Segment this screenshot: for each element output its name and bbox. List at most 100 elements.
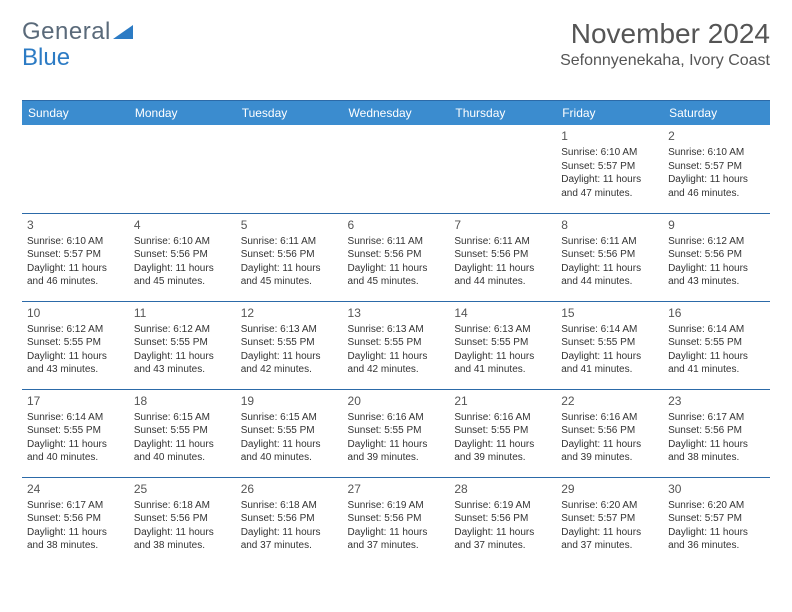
page-header: General November 2024 Sefonnyenekaha, Iv… [22,18,770,70]
day-detail-line: Daylight: 11 hours [241,262,338,276]
calendar-day-cell: 1Sunrise: 6:10 AMSunset: 5:57 PMDaylight… [556,125,663,213]
day-detail-line: Daylight: 11 hours [668,438,765,452]
day-detail-line: Sunrise: 6:17 AM [27,499,124,513]
day-number: 9 [668,217,765,233]
day-number: 28 [454,481,551,497]
day-number: 19 [241,393,338,409]
calendar-day-cell: 11Sunrise: 6:12 AMSunset: 5:55 PMDayligh… [129,301,236,389]
day-detail-line: and 40 minutes. [27,451,124,465]
day-detail-line: Sunset: 5:55 PM [348,336,445,350]
day-detail-line: Sunset: 5:55 PM [561,336,658,350]
day-detail-line: Sunrise: 6:15 AM [134,411,231,425]
day-detail-line: and 43 minutes. [668,275,765,289]
day-detail-line: and 39 minutes. [454,451,551,465]
day-number: 12 [241,305,338,321]
day-detail-line: Daylight: 11 hours [241,350,338,364]
calendar-day-cell: 18Sunrise: 6:15 AMSunset: 5:55 PMDayligh… [129,389,236,477]
day-number: 1 [561,128,658,144]
day-detail-line: Daylight: 11 hours [561,438,658,452]
calendar-day-cell: 14Sunrise: 6:13 AMSunset: 5:55 PMDayligh… [449,301,556,389]
day-detail-line: and 43 minutes. [27,363,124,377]
day-number: 18 [134,393,231,409]
day-detail-line: Sunrise: 6:15 AM [241,411,338,425]
weekday-header: Wednesday [343,101,450,126]
day-number: 23 [668,393,765,409]
calendar-day-cell: 15Sunrise: 6:14 AMSunset: 5:55 PMDayligh… [556,301,663,389]
day-detail-line: and 39 minutes. [348,451,445,465]
day-detail-line: Sunset: 5:55 PM [668,336,765,350]
day-detail-line: Daylight: 11 hours [454,438,551,452]
calendar-day-cell [236,125,343,213]
day-detail-line: Sunrise: 6:20 AM [668,499,765,513]
day-detail-line: Sunrise: 6:13 AM [241,323,338,337]
day-detail-line: and 45 minutes. [348,275,445,289]
day-detail-line: Sunset: 5:56 PM [348,248,445,262]
calendar-day-cell: 3Sunrise: 6:10 AMSunset: 5:57 PMDaylight… [22,213,129,301]
logo-word-2: Blue [22,44,70,72]
weekday-header: Monday [129,101,236,126]
day-detail-line: Sunrise: 6:11 AM [348,235,445,249]
day-detail-line: Daylight: 11 hours [134,350,231,364]
weekday-header: Sunday [22,101,129,126]
calendar-head: SundayMondayTuesdayWednesdayThursdayFrid… [22,101,770,126]
day-detail-line: Sunset: 5:56 PM [241,512,338,526]
location-subtitle: Sefonnyenekaha, Ivory Coast [560,52,770,70]
day-detail-line: and 40 minutes. [241,451,338,465]
calendar-week-row: 10Sunrise: 6:12 AMSunset: 5:55 PMDayligh… [22,301,770,389]
day-number: 11 [134,305,231,321]
day-detail-line: Sunset: 5:55 PM [241,424,338,438]
calendar-week-row: 3Sunrise: 6:10 AMSunset: 5:57 PMDaylight… [22,213,770,301]
day-number: 25 [134,481,231,497]
day-detail-line: Sunrise: 6:18 AM [241,499,338,513]
day-detail-line: Daylight: 11 hours [561,350,658,364]
calendar-week-row: 24Sunrise: 6:17 AMSunset: 5:56 PMDayligh… [22,477,770,565]
day-detail-line: Sunrise: 6:14 AM [561,323,658,337]
calendar-day-cell: 16Sunrise: 6:14 AMSunset: 5:55 PMDayligh… [663,301,770,389]
calendar-day-cell: 12Sunrise: 6:13 AMSunset: 5:55 PMDayligh… [236,301,343,389]
day-detail-line: Daylight: 11 hours [241,526,338,540]
day-detail-line: Daylight: 11 hours [668,526,765,540]
day-number: 16 [668,305,765,321]
day-detail-line: and 46 minutes. [27,275,124,289]
day-detail-line: Daylight: 11 hours [134,526,231,540]
day-number: 20 [348,393,445,409]
day-detail-line: Sunrise: 6:10 AM [668,146,765,160]
day-number: 13 [348,305,445,321]
day-detail-line: Sunset: 5:55 PM [134,336,231,350]
day-detail-line: Sunrise: 6:18 AM [134,499,231,513]
day-detail-line: and 41 minutes. [668,363,765,377]
calendar-day-cell [22,125,129,213]
day-detail-line: Daylight: 11 hours [348,526,445,540]
day-detail-line: and 41 minutes. [454,363,551,377]
day-detail-line: and 47 minutes. [561,187,658,201]
calendar-day-cell: 28Sunrise: 6:19 AMSunset: 5:56 PMDayligh… [449,477,556,565]
day-detail-line: Daylight: 11 hours [668,350,765,364]
day-detail-line: Sunset: 5:55 PM [134,424,231,438]
day-detail-line: Sunrise: 6:17 AM [668,411,765,425]
calendar-day-cell: 30Sunrise: 6:20 AMSunset: 5:57 PMDayligh… [663,477,770,565]
day-detail-line: Sunset: 5:57 PM [561,160,658,174]
day-detail-line: Sunset: 5:57 PM [561,512,658,526]
day-detail-line: Daylight: 11 hours [27,350,124,364]
calendar-day-cell: 13Sunrise: 6:13 AMSunset: 5:55 PMDayligh… [343,301,450,389]
logo-word-1: General [22,18,111,46]
calendar-day-cell [449,125,556,213]
day-detail-line: Sunrise: 6:10 AM [134,235,231,249]
calendar-day-cell: 6Sunrise: 6:11 AMSunset: 5:56 PMDaylight… [343,213,450,301]
calendar-day-cell: 2Sunrise: 6:10 AMSunset: 5:57 PMDaylight… [663,125,770,213]
day-detail-line: Sunrise: 6:11 AM [561,235,658,249]
day-detail-line: Sunrise: 6:14 AM [27,411,124,425]
logo-triangle-icon [113,23,135,41]
day-detail-line: Sunset: 5:55 PM [454,336,551,350]
calendar-day-cell: 17Sunrise: 6:14 AMSunset: 5:55 PMDayligh… [22,389,129,477]
day-detail-line: Sunrise: 6:16 AM [348,411,445,425]
day-detail-line: Sunrise: 6:16 AM [561,411,658,425]
day-detail-line: Sunset: 5:55 PM [454,424,551,438]
day-detail-line: Sunrise: 6:11 AM [241,235,338,249]
calendar-day-cell [129,125,236,213]
calendar-day-cell: 8Sunrise: 6:11 AMSunset: 5:56 PMDaylight… [556,213,663,301]
day-detail-line: Sunset: 5:55 PM [27,424,124,438]
day-detail-line: Sunset: 5:56 PM [561,248,658,262]
day-detail-line: Daylight: 11 hours [561,173,658,187]
day-number: 10 [27,305,124,321]
